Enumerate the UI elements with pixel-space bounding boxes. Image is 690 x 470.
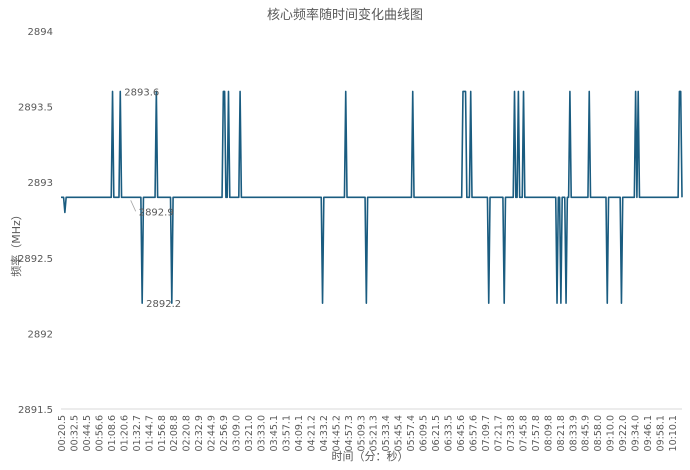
data-label: 2892.9 xyxy=(139,207,174,218)
data-labels: 2893.6 2892.9 2892.2 xyxy=(124,87,181,310)
x-tick-label: 01:20.6 xyxy=(119,415,130,451)
x-tick-label: 04:57.3 xyxy=(344,415,355,451)
x-tick-label: 08:58.0 xyxy=(593,415,604,451)
y-axis-ticks: 2891.5 2892 2892.5 2893 2893.5 2894 xyxy=(18,27,53,416)
x-tick-label: 01:44.7 xyxy=(144,415,155,451)
y-tick-label: 2892.5 xyxy=(18,254,53,265)
x-tick-label: 07:57.8 xyxy=(531,415,542,451)
series-layer xyxy=(61,90,683,304)
x-tick-label: 05:45.4 xyxy=(394,415,405,451)
y-tick-label: 2894 xyxy=(28,27,53,38)
x-tick-label: 05:57.4 xyxy=(406,415,417,451)
x-tick-label: 09:34.0 xyxy=(631,415,642,451)
x-tick-label: 08:45.9 xyxy=(581,415,592,451)
x-tick-label: 10:10.1 xyxy=(668,415,679,451)
x-tick-label: 07:21.7 xyxy=(493,415,504,451)
x-tick-label: 03:45.1 xyxy=(269,415,280,451)
x-tick-label: 08:21.8 xyxy=(556,415,567,451)
x-tick-label: 05:09.3 xyxy=(356,415,367,451)
x-tick-label: 04:33.2 xyxy=(319,415,330,451)
x-tick-label: 03:09.0 xyxy=(232,415,243,451)
x-tick-label: 06:21.5 xyxy=(431,415,442,451)
x-tick-label: 01:32.7 xyxy=(132,415,143,451)
x-tick-label: 04:45.2 xyxy=(331,415,342,451)
y-tick-label: 2893.5 xyxy=(18,103,53,114)
x-tick-label: 00:44.5 xyxy=(82,415,93,451)
x-tick-label: 02:44.9 xyxy=(207,415,218,451)
data-label: 2892.2 xyxy=(146,299,181,310)
series-line xyxy=(61,90,683,304)
x-axis-label: 时间（分：秒） xyxy=(332,449,409,463)
x-tick-label: 07:33.8 xyxy=(506,415,517,451)
x-tick-label: 02:56.9 xyxy=(219,415,230,451)
x-tick-label: 03:21.0 xyxy=(244,415,255,451)
x-tick-label: 01:08.6 xyxy=(107,415,118,451)
x-tick-label: 05:21.3 xyxy=(369,415,380,451)
x-tick-label: 02:08.8 xyxy=(169,415,180,451)
x-tick-label: 06:09.5 xyxy=(419,415,430,451)
x-tick-label: 00:56.6 xyxy=(94,415,105,451)
x-tick-label: 06:33.5 xyxy=(444,415,455,451)
y-tick-label: 2891.5 xyxy=(18,405,53,416)
y-tick-label: 2893 xyxy=(28,178,53,189)
y-axis-label: 频率（MHz） xyxy=(9,209,23,277)
x-tick-label: 01:56.8 xyxy=(157,415,168,451)
x-tick-label: 00:20.5 xyxy=(57,415,68,451)
x-tick-label: 02:20.8 xyxy=(182,415,193,451)
x-tick-label: 06:45.6 xyxy=(456,415,467,451)
data-label-leader xyxy=(130,200,137,212)
chart-title: 核心频率随时间变化曲线图 xyxy=(267,7,423,23)
x-tick-label: 07:45.8 xyxy=(518,415,529,451)
x-tick-label: 08:33.9 xyxy=(568,415,579,451)
x-tick-label: 08:09.8 xyxy=(543,415,554,451)
x-tick-label: 04:21.2 xyxy=(306,415,317,451)
x-tick-label: 09:46.1 xyxy=(643,415,654,451)
y-tick-label: 2892 xyxy=(28,329,53,340)
x-axis-ticks: 00:20.5 00:32.5 00:44.5 00:56.6 01:08.6 01:20… xyxy=(57,408,682,451)
x-tick-label: 09:10.0 xyxy=(606,415,617,451)
x-tick-label: 06:57.6 xyxy=(469,415,480,451)
x-tick-label: 02:32.9 xyxy=(194,415,205,451)
x-tick-label: 03:57.1 xyxy=(281,415,292,451)
x-tick-label: 07:09.7 xyxy=(481,415,492,451)
x-tick-label: 04:09.1 xyxy=(294,415,305,451)
x-tick-label: 00:32.5 xyxy=(69,415,80,451)
x-tick-label: 03:33.0 xyxy=(257,415,268,451)
data-label: 2893.6 xyxy=(124,87,159,98)
x-tick-label: 09:58.1 xyxy=(656,415,667,451)
x-tick-label: 09:22.0 xyxy=(618,415,629,451)
x-tick-label: 05:33.4 xyxy=(381,415,392,451)
